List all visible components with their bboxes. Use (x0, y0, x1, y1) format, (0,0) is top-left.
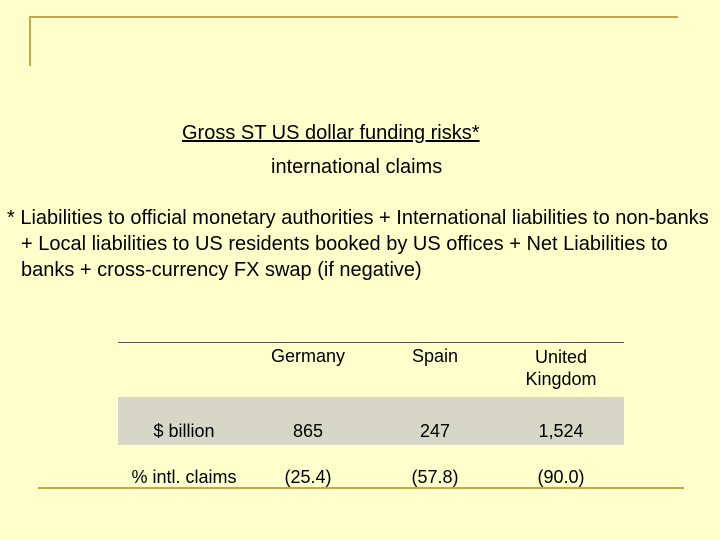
row-label-billion: $ billion (153, 421, 215, 441)
cell-billion-united-kingdom: 1,524 (538, 421, 584, 441)
cell-billion-germany: 865 (292, 421, 324, 441)
frame-left-line (29, 16, 31, 66)
cell-billion-spain: 247 (419, 421, 451, 441)
frame-top-line (30, 16, 678, 18)
column-header-germany: Germany (270, 346, 346, 366)
footnote-text: * Liabilities to official monetary autho… (7, 207, 709, 281)
slide-title: Gross ST US dollar funding risks* (182, 122, 480, 144)
slide-subtitle: international claims (271, 156, 443, 178)
cell-claims-germany: (25.4) (284, 467, 332, 487)
data-table: Germany Spain United Kingdom $ billion 8… (118, 341, 624, 491)
frame-bottom-line (38, 487, 684, 489)
cell-claims-united-kingdom: (90.0) (537, 467, 585, 487)
column-header-spain: Spain (411, 346, 459, 366)
row-label-intl-claims: % intl. claims (131, 467, 237, 487)
table-row-shade (118, 397, 624, 445)
table-top-rule (118, 342, 624, 343)
cell-claims-spain: (57.8) (411, 467, 459, 487)
column-header-united-kingdom: United Kingdom (525, 347, 597, 389)
